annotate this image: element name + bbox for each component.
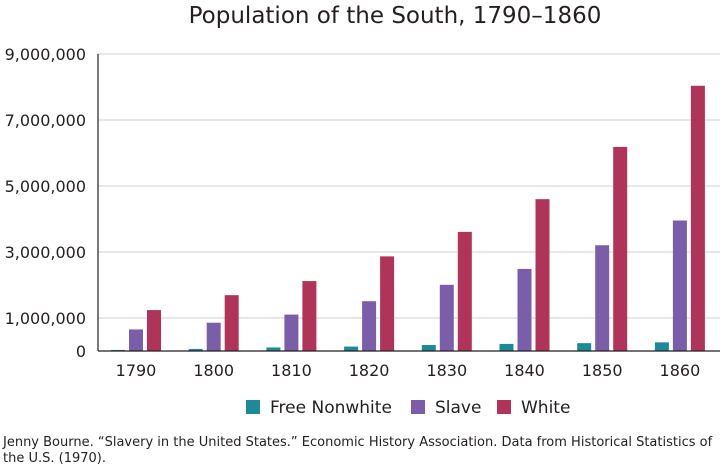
legend-label: Slave bbox=[435, 398, 481, 418]
bar-white-1800 bbox=[224, 295, 239, 351]
y-tick-label: 5,000,000 bbox=[5, 177, 86, 196]
bar-free-nonwhite-1860 bbox=[654, 342, 669, 351]
bar-free-nonwhite-1800 bbox=[188, 348, 203, 351]
bar-slave-1820 bbox=[362, 301, 377, 351]
bar-free-nonwhite-1840 bbox=[499, 343, 514, 351]
population-bar-chart: Population of the South, 1790–1860 0 1,00… bbox=[5, 3, 720, 418]
bar-free-nonwhite-1810 bbox=[266, 347, 281, 351]
bar-white-1810 bbox=[302, 281, 317, 351]
x-tick-label: 1800 bbox=[193, 361, 234, 380]
bar-white-1830 bbox=[457, 231, 472, 351]
bar-slave-1800 bbox=[206, 322, 221, 351]
bar-slave-1790 bbox=[129, 329, 143, 351]
y-tick-label: 0 bbox=[76, 342, 86, 361]
y-tick-label: 3,000,000 bbox=[5, 243, 86, 262]
y-tick-labels: 0 1,000,000 3,000,000 5,000,000 7,000,000 9,0… bbox=[5, 45, 86, 361]
bar-white-1840 bbox=[535, 199, 550, 351]
legend-swatch bbox=[246, 400, 260, 414]
legend-swatch bbox=[497, 400, 511, 414]
bar-free-nonwhite-1850 bbox=[577, 343, 592, 351]
bar-slave-1850 bbox=[595, 245, 610, 351]
bar-white-1790 bbox=[147, 310, 161, 351]
x-tick-label: 1820 bbox=[349, 361, 390, 380]
chart-title: Population of the South, 1790–1860 bbox=[189, 3, 602, 29]
bar-free-nonwhite-1830 bbox=[421, 344, 436, 351]
bar-slave-1840 bbox=[517, 268, 532, 351]
bar-slave-1810 bbox=[284, 314, 299, 351]
y-tick-label: 7,000,000 bbox=[5, 111, 86, 130]
x-tick-labels: 1790 1800 1810 1820 1830 1840 1850 1860 bbox=[116, 361, 701, 380]
x-tick-label: 1850 bbox=[582, 361, 623, 380]
y-tick-label: 1,000,000 bbox=[5, 309, 86, 328]
x-tick-label: 1810 bbox=[271, 361, 312, 380]
bar-white-1860 bbox=[690, 85, 705, 352]
legend-label: White bbox=[521, 398, 570, 418]
bar-free-nonwhite-1820 bbox=[344, 346, 359, 351]
bars bbox=[111, 85, 705, 352]
bar-slave-1830 bbox=[439, 284, 454, 351]
y-tick-label: 9,000,000 bbox=[5, 45, 86, 64]
x-tick-label: 1860 bbox=[660, 361, 701, 380]
bar-white-1820 bbox=[380, 256, 395, 351]
x-tick-label: 1830 bbox=[426, 361, 467, 380]
legend: Free Nonwhite Slave White bbox=[246, 398, 570, 418]
bar-white-1850 bbox=[613, 146, 628, 351]
x-tick-label: 1840 bbox=[504, 361, 545, 380]
legend-label: Free Nonwhite bbox=[270, 398, 392, 418]
legend-swatch bbox=[411, 400, 425, 414]
source-note: Jenny Bourne. “Slavery in the United Sta… bbox=[3, 435, 713, 466]
bar-slave-1860 bbox=[672, 220, 687, 351]
x-tick-label: 1790 bbox=[116, 361, 157, 380]
